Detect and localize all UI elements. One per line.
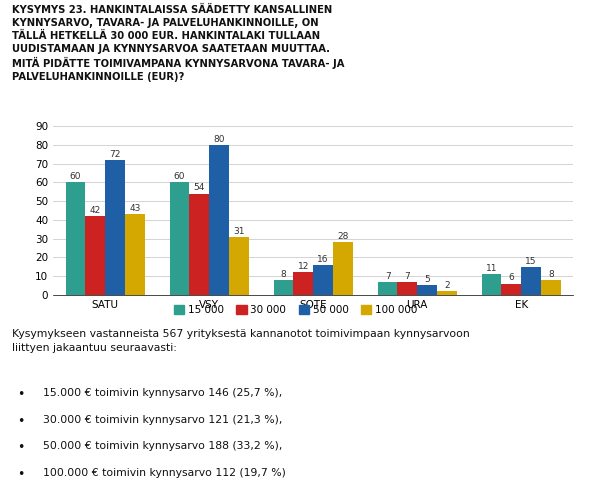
Text: KYSYMYS 23. HANKINTALAISSA SÄÄDETTY KANSALLINEN
KYNNYSARVO, TAVARA- JA PALVELUHA: KYSYMYS 23. HANKINTALAISSA SÄÄDETTY KANS… xyxy=(12,5,345,82)
Text: 31: 31 xyxy=(233,227,245,235)
Bar xyxy=(313,265,333,295)
Text: 8: 8 xyxy=(548,270,554,279)
Bar xyxy=(209,145,229,295)
Text: 8: 8 xyxy=(281,270,287,279)
Bar xyxy=(541,280,561,295)
Text: 7: 7 xyxy=(385,272,391,281)
Text: 30.000 € toimivin kynnysarvo 121 (21,3 %),: 30.000 € toimivin kynnysarvo 121 (21,3 %… xyxy=(43,414,282,424)
Text: 11: 11 xyxy=(486,264,498,273)
Text: 7: 7 xyxy=(404,272,410,281)
Bar xyxy=(66,182,86,295)
Text: 80: 80 xyxy=(213,135,225,144)
Text: •: • xyxy=(18,414,25,427)
Text: 72: 72 xyxy=(109,150,121,159)
Legend: 15 000, 30 000, 50 000, 100 000: 15 000, 30 000, 50 000, 100 000 xyxy=(174,305,417,315)
Bar xyxy=(482,274,502,295)
Bar xyxy=(398,282,417,295)
Bar xyxy=(274,280,294,295)
Text: •: • xyxy=(18,442,25,455)
Text: 60: 60 xyxy=(70,172,82,181)
Bar xyxy=(125,214,145,295)
Text: 2: 2 xyxy=(444,281,450,290)
Text: •: • xyxy=(18,388,25,401)
Bar xyxy=(333,242,353,295)
Bar xyxy=(378,282,398,295)
Text: 15: 15 xyxy=(525,257,537,266)
Bar xyxy=(170,182,190,295)
Bar xyxy=(437,291,457,295)
Text: 60: 60 xyxy=(174,172,186,181)
Text: 42: 42 xyxy=(90,206,101,215)
Text: 43: 43 xyxy=(129,204,141,213)
Bar xyxy=(502,284,521,295)
Text: 15.000 € toimivin kynnysarvo 146 (25,7 %),: 15.000 € toimivin kynnysarvo 146 (25,7 %… xyxy=(43,388,282,398)
Text: 5: 5 xyxy=(424,275,430,284)
Text: 16: 16 xyxy=(317,255,329,264)
Bar xyxy=(417,285,437,295)
Text: Kysymykseen vastanneista 567 yrityksestä kannanotot toimivimpaan kynnysarvoon
li: Kysymykseen vastanneista 567 yrityksestä… xyxy=(12,329,470,353)
Text: 12: 12 xyxy=(298,262,309,271)
Bar xyxy=(294,272,313,295)
Text: 6: 6 xyxy=(508,274,514,282)
Bar xyxy=(229,237,249,295)
Bar xyxy=(521,267,541,295)
Text: 100.000 € toimivin kynnysarvo 112 (19,7 %): 100.000 € toimivin kynnysarvo 112 (19,7 … xyxy=(43,468,286,478)
Bar xyxy=(190,194,209,295)
Bar xyxy=(105,160,125,295)
Bar xyxy=(86,216,105,295)
Text: 54: 54 xyxy=(194,183,205,193)
Text: •: • xyxy=(18,468,25,481)
Text: 28: 28 xyxy=(337,232,349,241)
Text: 50.000 € toimivin kynnysarvo 188 (33,2 %),: 50.000 € toimivin kynnysarvo 188 (33,2 %… xyxy=(43,442,282,452)
